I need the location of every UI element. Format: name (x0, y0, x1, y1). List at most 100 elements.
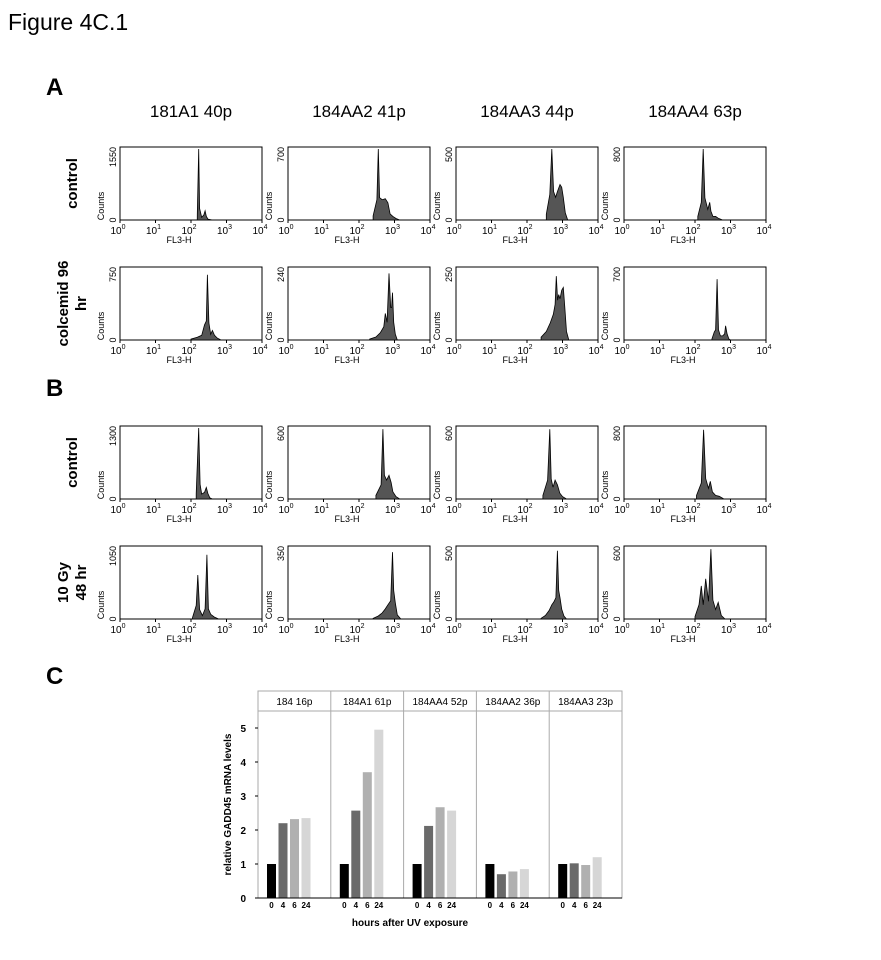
x-tick-label: 104 (252, 503, 267, 516)
bar (290, 819, 299, 898)
y-axis-label: Counts (264, 191, 274, 220)
histogram-area (372, 148, 400, 221)
x-tick-exponent: 4 (600, 503, 604, 510)
yzero-label-wrap: 0 (276, 616, 286, 621)
x-tick-label: 103 (721, 344, 736, 357)
x-tick-label: 104 (420, 623, 435, 636)
x-tick-label: 103 (385, 224, 400, 237)
counts-label-wrap: Counts (600, 191, 610, 220)
x-tick-base: 10 (721, 346, 733, 357)
histogram-area (694, 549, 726, 620)
bar (278, 823, 288, 898)
ymax-label-wrap: 800 (612, 426, 622, 441)
x-tick-label: 102 (517, 224, 532, 237)
x-tick-exponent: 1 (325, 503, 329, 510)
y-zero-label: 0 (444, 217, 454, 222)
y-max-label: 600 (444, 426, 454, 441)
ymax-label-wrap: 500 (444, 546, 454, 561)
x-axis-label: FL3-H (670, 514, 695, 524)
x-tick-base: 10 (721, 505, 733, 516)
x-tick-base: 10 (314, 226, 326, 237)
bar (435, 807, 445, 898)
ymax-label-wrap: 700 (276, 147, 286, 162)
y-axis-label: Counts (432, 311, 442, 340)
x-tick-label: 104 (588, 503, 603, 516)
x-tick-label: 103 (721, 623, 736, 636)
x-tick-label: 103 (385, 623, 400, 636)
x-tick-exponent: 0 (122, 623, 126, 630)
y-zero-label: 0 (276, 496, 286, 501)
y-zero-label: 0 (276, 616, 286, 621)
y-axis-label: Counts (96, 590, 106, 619)
column-title: 184AA3 44p (480, 102, 574, 121)
yzero-label-wrap: 0 (444, 616, 454, 621)
y-max-label: 500 (444, 546, 454, 561)
ymax-label-wrap: 240 (276, 267, 286, 282)
counts-label-wrap: Counts (264, 191, 274, 220)
x-tick-label: 103 (553, 344, 568, 357)
counts-label-wrap: Counts (264, 470, 274, 499)
x-tick-exponent: 1 (325, 623, 329, 630)
x-axis-label: FL3-H (166, 634, 191, 644)
x-tick-label: 101 (146, 344, 161, 357)
x-tick-base: 10 (446, 625, 458, 636)
x-tick-label: 101 (314, 344, 329, 357)
x-tick-exponent: 1 (325, 344, 329, 351)
y-max-label: 750 (108, 267, 118, 282)
x-tick-base: 10 (217, 625, 229, 636)
x-tick-base: 10 (588, 625, 600, 636)
x-tick-exponent: 1 (493, 344, 497, 351)
x-tick-label: 103 (721, 224, 736, 237)
x-tick-base: 10 (314, 625, 326, 636)
x-tick-base: 10 (181, 226, 193, 237)
x-tick-label: 102 (181, 224, 196, 237)
x-tick-base: 10 (650, 505, 662, 516)
x-tick-label: 100 (446, 503, 461, 516)
x-tick-exponent: 3 (228, 503, 232, 510)
x-tick-exponent: 2 (697, 344, 701, 351)
y-axis-label: Counts (264, 470, 274, 499)
x-tick-base: 10 (588, 226, 600, 237)
x-axis-label: FL3-H (670, 235, 695, 245)
y-axis-label: Counts (264, 590, 274, 619)
yzero-label-wrap: 0 (612, 337, 622, 342)
counts-label-wrap: Counts (96, 311, 106, 340)
counts-label-wrap: Counts (96, 590, 106, 619)
x-category-label: 6 (511, 901, 516, 910)
x-category-label: 4 (281, 901, 286, 910)
x-tick-exponent: 1 (661, 344, 665, 351)
y-axis-label: Counts (600, 311, 610, 340)
x-tick-label: 104 (756, 224, 771, 237)
x-tick-exponent: 3 (564, 503, 568, 510)
x-tick-label: 101 (482, 503, 497, 516)
x-tick-exponent: 3 (564, 623, 568, 630)
y-max-label: 1300 (108, 426, 118, 446)
counts-label-wrap: Counts (432, 590, 442, 619)
y-max-label: 700 (612, 267, 622, 282)
x-tick-base: 10 (146, 226, 158, 237)
yzero-label-wrap: 0 (612, 496, 622, 501)
counts-label-wrap: Counts (264, 311, 274, 340)
x-tick-label: 101 (650, 344, 665, 357)
x-tick-label: 101 (482, 224, 497, 237)
bar (267, 864, 276, 898)
counts-label-wrap: Counts (96, 191, 106, 220)
x-tick-label: 102 (517, 503, 532, 516)
x-tick-base: 10 (146, 505, 158, 516)
counts-label-wrap: Counts (432, 311, 442, 340)
x-tick-exponent: 0 (626, 224, 630, 231)
x-tick-exponent: 0 (290, 503, 294, 510)
x-tick-base: 10 (181, 505, 193, 516)
x-category-label: 6 (365, 901, 370, 910)
bar (447, 810, 457, 898)
x-tick-exponent: 3 (228, 224, 232, 231)
plot-frame (119, 545, 263, 620)
x-tick-base: 10 (517, 226, 529, 237)
x-tick-base: 10 (756, 226, 768, 237)
x-axis-label: FL3-H (334, 514, 359, 524)
histogram-area (540, 276, 570, 341)
